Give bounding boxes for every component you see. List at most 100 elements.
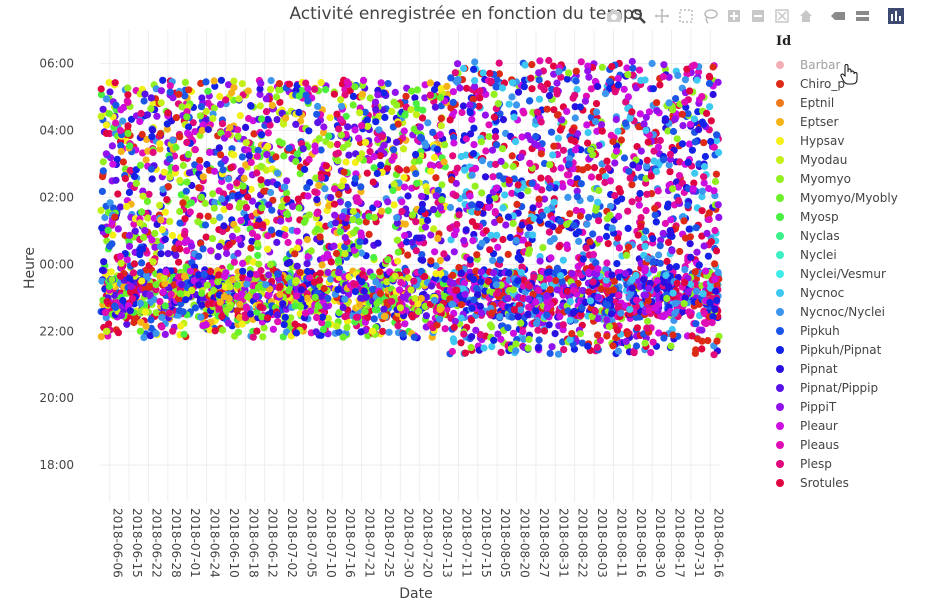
scatter-point[interactable] xyxy=(626,305,634,313)
scatter-point[interactable] xyxy=(130,260,139,268)
scatter-point[interactable] xyxy=(593,127,601,135)
scatter-point[interactable] xyxy=(692,320,700,328)
scatter-point[interactable] xyxy=(317,292,326,301)
scatter-point[interactable] xyxy=(264,245,272,253)
scatter-point[interactable] xyxy=(239,273,247,281)
scatter-point[interactable] xyxy=(504,324,512,332)
scatter-point[interactable] xyxy=(218,195,226,203)
scatter-point[interactable] xyxy=(295,238,303,246)
scatter-point[interactable] xyxy=(105,282,113,291)
scatter-point[interactable] xyxy=(607,202,615,210)
scatter-point[interactable] xyxy=(655,251,663,259)
scatter-point[interactable] xyxy=(714,201,722,209)
scatter-point[interactable] xyxy=(584,67,592,75)
scatter-point[interactable] xyxy=(468,304,476,312)
scatter-point[interactable] xyxy=(711,275,719,283)
scatter-point[interactable] xyxy=(183,113,191,121)
scatter-point[interactable] xyxy=(486,246,494,254)
scatter-point[interactable] xyxy=(673,135,681,143)
scatter-point[interactable] xyxy=(149,126,157,134)
scatter-point[interactable] xyxy=(460,64,468,73)
scatter-point[interactable] xyxy=(584,139,592,147)
scatter-point[interactable] xyxy=(608,63,616,71)
scatter-point[interactable] xyxy=(454,60,462,68)
scatter-point[interactable] xyxy=(441,141,449,149)
scatter-point[interactable] xyxy=(152,309,160,317)
scatter-point[interactable] xyxy=(258,204,266,212)
scatter-point[interactable] xyxy=(529,231,537,239)
scatter-point[interactable] xyxy=(199,245,207,253)
scatter-point[interactable] xyxy=(563,75,572,83)
scatter-point[interactable] xyxy=(587,173,596,181)
scatter-point[interactable] xyxy=(158,323,166,331)
scatter-point[interactable] xyxy=(291,250,299,258)
scatter-point[interactable] xyxy=(373,200,381,208)
scatter-point[interactable] xyxy=(313,196,321,204)
scatter-point[interactable] xyxy=(446,203,455,212)
scatter-point[interactable] xyxy=(679,122,687,130)
scatter-point[interactable] xyxy=(471,58,479,66)
scatter-point[interactable] xyxy=(263,151,271,159)
scatter-point[interactable] xyxy=(414,307,423,315)
scatter-point[interactable] xyxy=(571,114,579,122)
scatter-point[interactable] xyxy=(487,231,495,239)
scatter-point[interactable] xyxy=(236,314,244,322)
scatter-point[interactable] xyxy=(230,258,238,266)
scatter-point[interactable] xyxy=(704,252,713,260)
scatter-point[interactable] xyxy=(209,217,218,225)
scatter-point[interactable] xyxy=(100,258,108,266)
scatter-point[interactable] xyxy=(642,227,650,235)
scatter-point[interactable] xyxy=(138,277,146,285)
scatter-point[interactable] xyxy=(256,85,264,93)
scatter-point[interactable] xyxy=(106,242,114,250)
scatter-point[interactable] xyxy=(226,283,234,291)
scatter-point[interactable] xyxy=(690,115,699,123)
scatter-point[interactable] xyxy=(324,294,332,303)
scatter-point[interactable] xyxy=(433,321,441,329)
scatter-point[interactable] xyxy=(259,221,267,229)
scatter-point[interactable] xyxy=(243,280,251,288)
scatter-point[interactable] xyxy=(471,82,479,91)
scatter-point[interactable] xyxy=(446,116,454,124)
scatter-point[interactable] xyxy=(295,108,303,116)
scatter-point[interactable] xyxy=(494,243,502,251)
scatter-point[interactable] xyxy=(401,320,409,328)
scatter-point[interactable] xyxy=(281,231,289,239)
scatter-point[interactable] xyxy=(350,246,358,254)
scatter-point[interactable] xyxy=(116,203,124,211)
scatter-point[interactable] xyxy=(384,207,392,215)
scatter-point[interactable] xyxy=(554,350,563,358)
scatter-point[interactable] xyxy=(299,145,307,153)
scatter-point[interactable] xyxy=(149,148,157,156)
scatter-point[interactable] xyxy=(259,333,267,341)
scatter-point[interactable] xyxy=(252,292,260,301)
scatter-point[interactable] xyxy=(226,123,234,132)
scatter-point[interactable] xyxy=(637,223,645,231)
scatter-point[interactable] xyxy=(640,120,648,128)
scatter-point[interactable] xyxy=(147,316,155,324)
scatter-point[interactable] xyxy=(303,267,312,276)
scatter-point[interactable] xyxy=(359,76,368,84)
scatter-point[interactable] xyxy=(628,181,636,189)
scatter-point[interactable] xyxy=(427,167,435,175)
scatter-point[interactable] xyxy=(515,254,523,262)
scatter-point[interactable] xyxy=(573,130,582,138)
scatter-point[interactable] xyxy=(642,207,650,215)
scatter-point[interactable] xyxy=(680,300,688,308)
scatter-point[interactable] xyxy=(482,227,490,235)
scatter-point[interactable] xyxy=(98,266,107,274)
scatter-point[interactable] xyxy=(334,157,342,165)
scatter-point[interactable] xyxy=(317,146,325,154)
scatter-point[interactable] xyxy=(164,183,172,191)
scatter-point[interactable] xyxy=(105,79,113,87)
scatter-point[interactable] xyxy=(705,72,714,80)
scatter-point[interactable] xyxy=(149,258,157,266)
scatter-point[interactable] xyxy=(457,269,465,277)
scatter-point[interactable] xyxy=(407,106,415,114)
scatter-point[interactable] xyxy=(256,90,264,99)
scatter-point[interactable] xyxy=(703,109,711,117)
scatter-point[interactable] xyxy=(643,162,651,170)
scatter-point[interactable] xyxy=(253,308,261,316)
scatter-point[interactable] xyxy=(453,164,461,172)
scatter-point[interactable] xyxy=(112,101,120,109)
